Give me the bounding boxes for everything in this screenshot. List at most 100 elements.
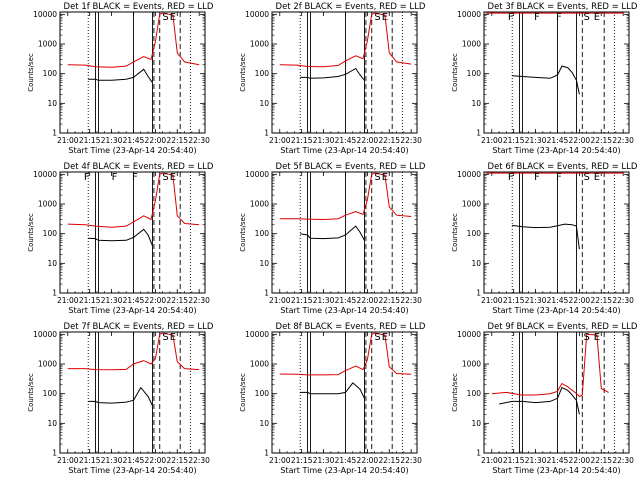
series-line-events [300,225,365,241]
x-tick-label: 22:15 [378,456,400,465]
y-tick-label: 1000 [250,360,269,369]
x-tick-label: 21:45 [335,456,357,465]
y-tick-label: 1000 [462,360,481,369]
event-marker-label: E [594,172,600,183]
series-line-events [300,67,365,81]
y-tick-label: 10 [47,99,57,108]
y-tick-label: 1000 [38,40,57,49]
event-marker-label: E [382,12,388,23]
event-marker-label: E [170,172,176,183]
series-line-events [512,65,580,95]
event-marker-label: F [508,172,514,183]
x-tick-label: 22:00 [145,296,167,305]
y-tick-label: 10000 [245,330,269,339]
event-marker-label: F [508,12,514,23]
y-tick-label: 1 [52,289,57,298]
x-tick-label: 22:15 [590,296,612,305]
event-marker-label: E [594,12,600,23]
x-tick-label: 22:15 [166,456,188,465]
y-tick-label: 100 [43,389,58,398]
x-tick-label: 21:30 [101,136,123,145]
x-tick-label: 22:30 [612,456,634,465]
panel-title: Det 3f BLACK = Events, RED = LLD [488,2,638,12]
series-line-events [499,386,580,415]
plot-frame [271,11,418,134]
panel-title: Det 2f BLACK = Events, RED = LLD [276,2,426,12]
x-axis-label: Start Time (23-Apr-14 20:54:40) [68,146,196,155]
y-tick-label: 10000 [245,10,269,19]
y-tick-label: 10 [47,259,57,268]
x-tick-label: 21:30 [313,456,335,465]
event-marker-label: S [162,332,168,343]
y-tick-label: 10000 [33,170,57,179]
x-axis-label: Start Time (23-Apr-14 20:54:40) [492,466,620,475]
y-tick-label: 10 [259,99,269,108]
y-axis-label: Counts/sec [239,53,247,92]
panel-title: Det 1f BLACK = Events, RED = LLD [64,2,214,12]
series-line-lld [491,333,609,398]
x-tick-label: 21:45 [547,136,569,145]
x-tick-label: 22:00 [145,456,167,465]
panel-title: Det 7f BLACK = Events, RED = LLD [64,322,214,332]
x-tick-label: 21:15 [503,296,525,305]
y-tick-label: 10 [259,419,269,428]
series-line-events [300,382,365,399]
y-tick-label: 100 [43,229,58,238]
plot-frame [483,11,630,134]
x-tick-label: 21:30 [525,296,547,305]
x-axis-label: Start Time (23-Apr-14 20:54:40) [492,306,620,315]
x-tick-label: 22:15 [378,296,400,305]
plot-frame [59,11,206,134]
y-axis-label: Counts/sec [27,53,35,92]
x-axis-label: Start Time (23-Apr-14 20:54:40) [68,306,196,315]
x-tick-label: 21:30 [313,296,335,305]
x-tick-label: 21:00 [481,456,503,465]
x-tick-label: 21:30 [313,136,335,145]
x-tick-label: 22:30 [188,136,210,145]
x-tick-label: 21:15 [79,456,101,465]
x-axis-label: Start Time (23-Apr-14 20:54:40) [68,466,196,475]
event-marker-label: E [382,332,388,343]
x-tick-label: 21:00 [57,136,79,145]
y-tick-label: 10 [471,99,481,108]
plot-frame [483,331,630,454]
event-marker-label: E [170,332,176,343]
y-axis-label: Counts/sec [239,213,247,252]
x-tick-label: 21:15 [79,296,101,305]
event-marker-label: F [84,172,90,183]
x-tick-label: 22:15 [166,136,188,145]
x-tick-label: 21:00 [57,456,79,465]
y-tick-label: 10 [471,419,481,428]
event-marker-label: F [112,172,118,183]
x-tick-label: 21:30 [101,456,123,465]
y-tick-label: 10000 [457,10,481,19]
series-line-lld [279,332,412,376]
x-tick-label: 22:30 [400,456,422,465]
series-line-lld [279,12,412,68]
x-tick-label: 21:45 [123,296,145,305]
y-tick-label: 100 [467,389,482,398]
y-tick-label: 10000 [33,330,57,339]
y-tick-label: 10000 [457,170,481,179]
y-tick-label: 10 [259,259,269,268]
panel-det-1: Det 1f BLACK = Events, RED = LLD Counts/s… [27,2,214,155]
series-line-events [88,228,153,246]
x-tick-label: 21:00 [481,296,503,305]
event-marker-label: S [162,172,168,183]
x-tick-label: 21:15 [291,136,313,145]
y-tick-label: 10 [47,419,57,428]
panel-det-2: Det 2f BLACK = Events, RED = LLD Counts/s… [239,2,426,155]
plot-frame [59,171,206,294]
x-tick-label: 22:00 [569,296,591,305]
y-tick-label: 1 [476,449,481,458]
y-tick-label: 1000 [462,200,481,209]
y-tick-label: 100 [255,229,270,238]
y-tick-label: 100 [467,229,482,238]
event-marker-label: S [583,332,589,343]
x-tick-label: 21:00 [269,456,291,465]
event-marker-label: S [374,332,380,343]
event-marker-label: F [132,172,138,183]
x-tick-label: 21:15 [503,456,525,465]
x-tick-label: 21:15 [291,456,313,465]
